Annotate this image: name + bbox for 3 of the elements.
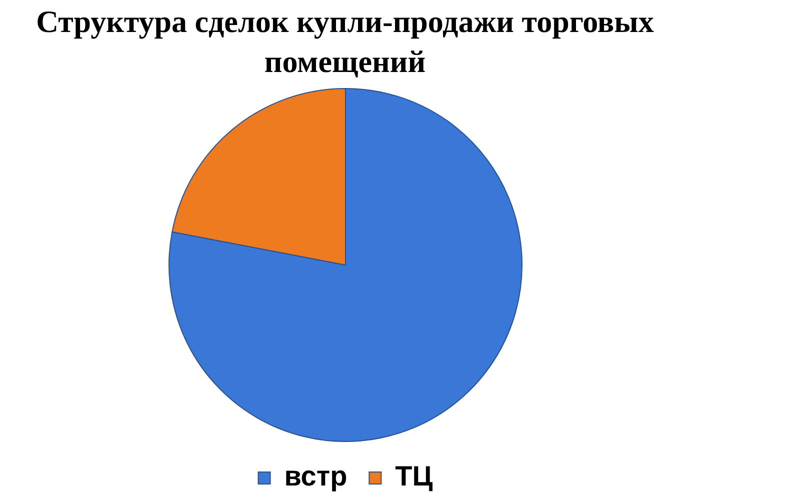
- legend-label: встр: [284, 460, 348, 492]
- chart-title: Структура сделок купли-продажи торговых помещений: [35, 3, 655, 81]
- legend-label: ТЦ: [395, 460, 434, 492]
